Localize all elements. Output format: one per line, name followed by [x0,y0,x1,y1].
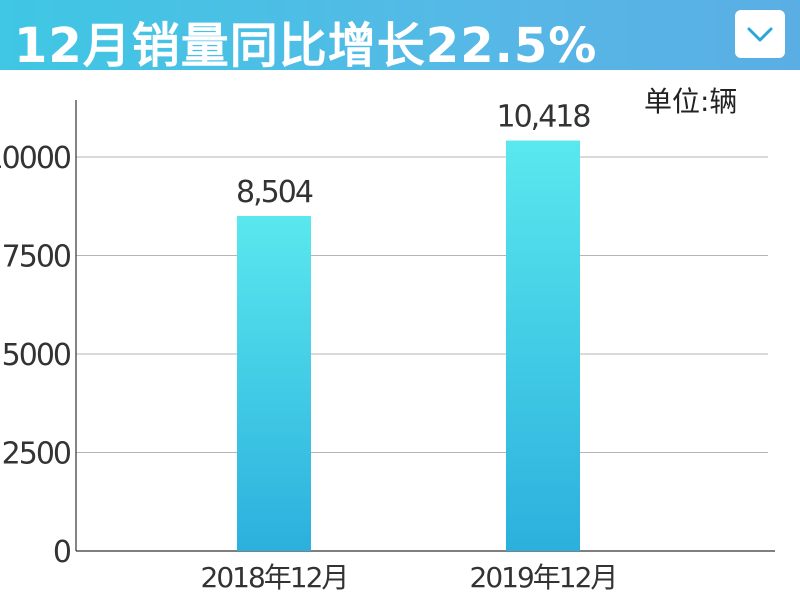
y-tick-label: 10000 [0,141,71,176]
page-title: 12月销量同比增长22.5% [14,18,598,74]
bar [237,215,311,552]
header-banner: 12月销量同比增长22.5% [0,0,800,74]
bar [506,140,580,551]
y-tick-label: 2500 [2,437,71,472]
x-tick-label: 2018年12月 [201,561,348,594]
x-tick-label: 2019年12月 [470,561,617,594]
dropdown-button[interactable] [735,10,785,58]
unit-label: 单位:辆 [644,85,738,118]
chevron-down-icon [747,27,773,42]
bar-value-label: 8,504 [236,175,313,210]
y-tick-label: 7500 [2,240,71,275]
y-tick-label: 0 [53,535,71,570]
bar-value-label: 10,418 [497,100,591,135]
y-tick-label: 5000 [2,338,71,373]
